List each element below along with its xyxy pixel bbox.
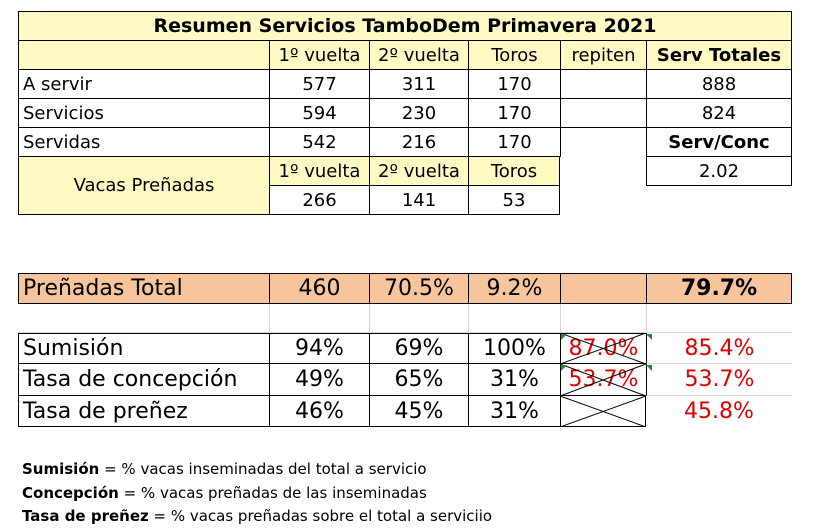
row-label-a-servir: A servir — [18, 70, 269, 99]
row-label-servidas: Servidas — [18, 128, 269, 157]
cell-error-indicator-icon[interactable] — [561, 365, 567, 371]
rate-prenez-repiten — [560, 396, 646, 427]
total-row-v2: 70.5% — [369, 273, 468, 304]
spacer-cell — [269, 304, 369, 333]
spacer-cell — [468, 304, 560, 333]
rate-label-sumision: Sumisión — [18, 333, 269, 364]
header-toros: Toros — [468, 41, 560, 70]
cell-servidas-toros: 170 — [468, 128, 560, 157]
header-1a-vuelta: 1º vuelta — [269, 41, 369, 70]
cell-servicios-total: 824 — [646, 99, 792, 128]
rate-prenez-v1: 46% — [269, 396, 369, 427]
rate-concepcion-total: 53.7% — [646, 364, 792, 396]
cell-servicios-v2: 230 — [369, 99, 468, 128]
rate-sumision-repiten: 87.0% — [560, 333, 646, 364]
vacas-prenadas-label: Vacas Preñadas — [18, 157, 269, 215]
cell-servicios-toros: 170 — [468, 99, 560, 128]
total-row-total: 79.7% — [646, 273, 792, 304]
legend-line-prenez: Tasa de preñez = % vacas preñadas sobre … — [22, 507, 492, 525]
preg-header-2a-vuelta: 2º vuelta — [369, 157, 468, 186]
cell-servicios-repiten — [560, 99, 646, 128]
header-repiten: repiten — [560, 41, 646, 70]
legend-text: = % vacas preñadas sobre el total a serv… — [148, 507, 493, 525]
cell-servicios-v1: 594 — [269, 99, 369, 128]
total-row-repiten — [560, 273, 646, 304]
legend-text: = % vacas preñadas de las inseminadas — [118, 484, 427, 502]
spacer-cell — [18, 304, 269, 333]
legend-term: Tasa de preñez — [22, 507, 149, 525]
legend-line-sumision: Sumisión = % vacas inseminadas del total… — [22, 460, 427, 478]
row-label-servicios: Servicios — [18, 99, 269, 128]
sheet-title: Resumen Servicios TamboDem Primavera 202… — [18, 11, 792, 41]
cell-error-indicator-icon[interactable] — [646, 334, 652, 340]
cell-servidas-repiten — [560, 128, 646, 157]
header-2a-vuelta: 2º vuelta — [369, 41, 468, 70]
preg-header-1a-vuelta: 1º vuelta — [269, 157, 369, 186]
total-row-label: Preñadas Total — [18, 273, 269, 304]
total-row-toros: 9.2% — [468, 273, 560, 304]
preg-value-v2: 141 — [369, 186, 468, 215]
rate-sumision-v2: 69% — [369, 333, 468, 364]
cell-a-servir-repiten — [560, 70, 646, 99]
spacer-cell — [560, 304, 646, 333]
rate-concepcion-v1: 49% — [269, 364, 369, 396]
rate-prenez-toros: 31% — [468, 396, 560, 427]
legend-line-concepcion: Concepción = % vacas preñadas de las ins… — [22, 484, 427, 502]
cell-a-servir-v1: 577 — [269, 70, 369, 99]
rate-label-concepcion: Tasa de concepción — [18, 364, 269, 396]
serv-conc-label: Serv/Conc — [646, 128, 792, 157]
rate-label-prenez: Tasa de preñez — [18, 396, 269, 427]
preg-value-toros: 53 — [468, 186, 560, 215]
rate-sumision-v1: 94% — [269, 333, 369, 364]
rate-prenez-v2: 45% — [369, 396, 468, 427]
cell-error-indicator-icon[interactable] — [561, 334, 567, 340]
cell-servidas-v2: 216 — [369, 128, 468, 157]
spacer-cell — [369, 304, 468, 333]
rate-prenez-total: 45.8% — [684, 399, 754, 424]
total-row-v1: 460 — [269, 273, 369, 304]
legend-term: Concepción — [22, 484, 119, 502]
legend-text: = % vacas inseminadas del total a servic… — [99, 460, 427, 478]
rate-concepcion-toros: 31% — [468, 364, 560, 396]
spacer-cell — [646, 304, 792, 333]
header-blank-cell — [18, 41, 269, 70]
preg-header-toros: Toros — [468, 157, 560, 186]
serv-conc-value: 2.02 — [646, 157, 792, 186]
legend-term: Sumisión — [22, 460, 100, 478]
cell-a-servir-total: 888 — [646, 70, 792, 99]
cell-a-servir-toros: 170 — [468, 70, 560, 99]
rate-concepcion-v2: 65% — [369, 364, 468, 396]
preg-value-v1: 266 — [269, 186, 369, 215]
rate-sumision-total: 85.4% — [646, 333, 792, 364]
header-serv-totales: Serv Totales — [646, 41, 792, 70]
cell-servidas-v1: 542 — [269, 128, 369, 157]
rate-sumision-toros: 100% — [468, 333, 560, 364]
cell-a-servir-v2: 311 — [369, 70, 468, 99]
cell-error-indicator-icon[interactable] — [646, 365, 652, 371]
rate-concepcion-repiten: 53.7% — [560, 364, 646, 396]
